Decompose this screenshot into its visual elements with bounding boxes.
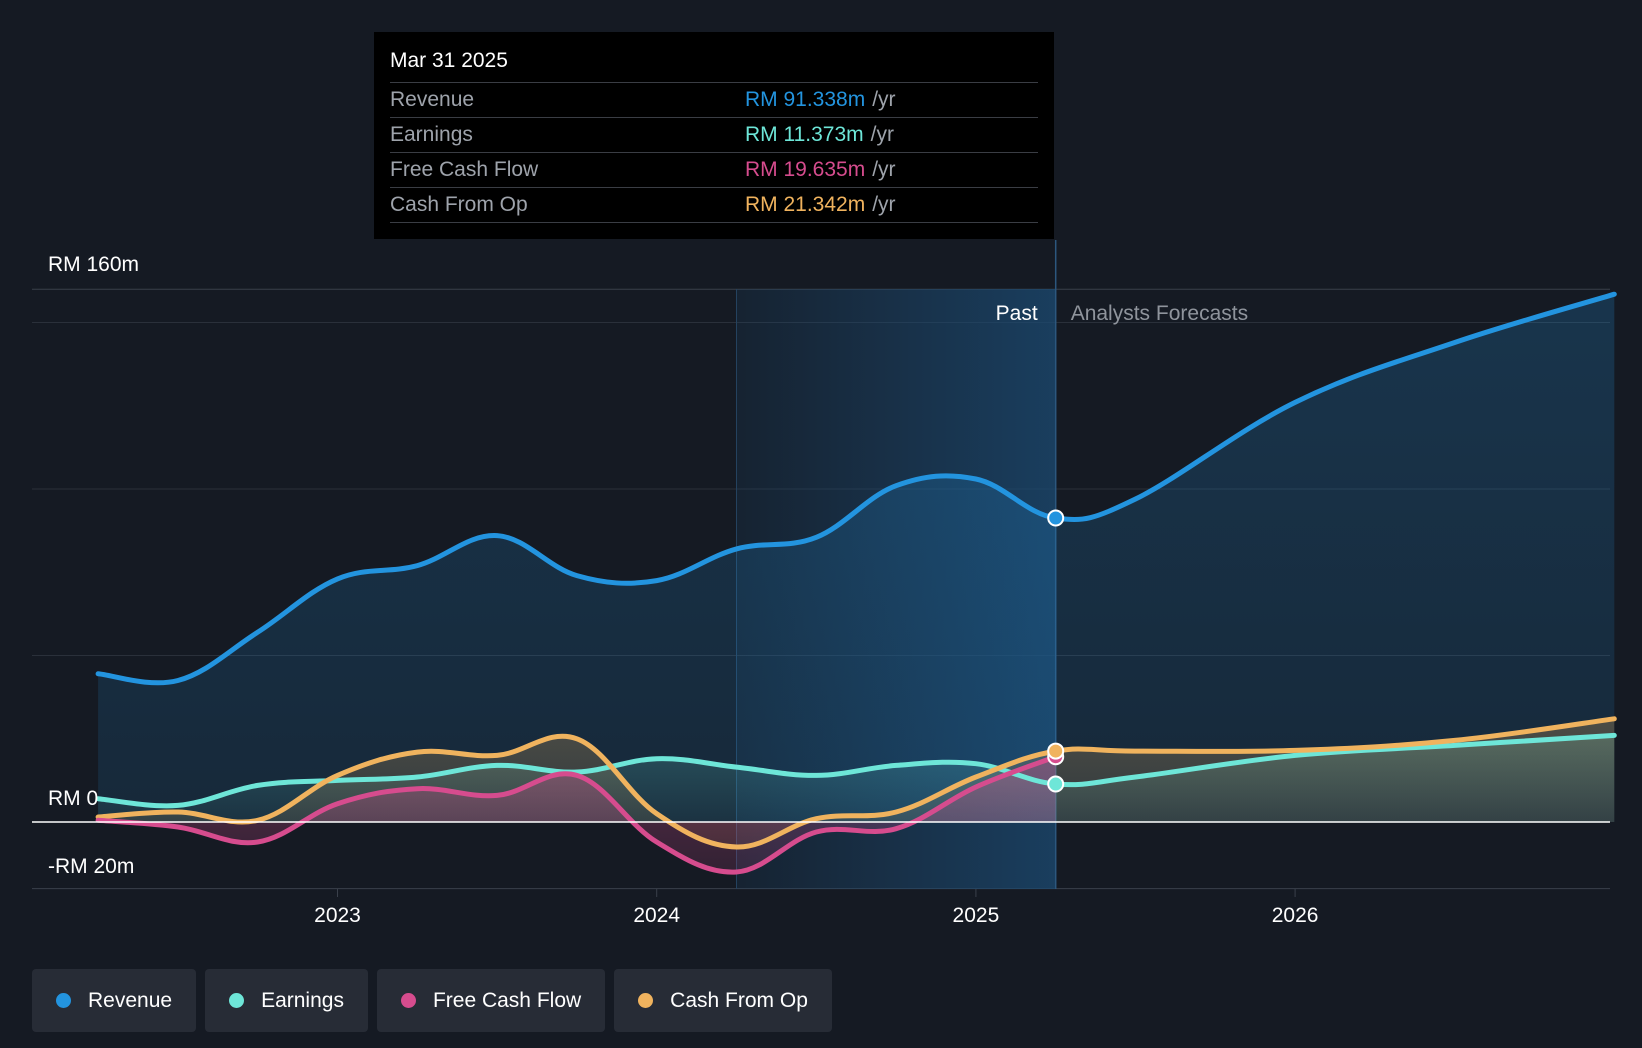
revenue-marker (1047, 509, 1065, 527)
legend-label: Cash From Op (670, 988, 808, 1012)
x-tick-label: 2025 (953, 904, 1000, 927)
tooltip-label: Free Cash Flow (390, 158, 539, 181)
legend-label: Earnings (261, 988, 344, 1012)
legend-item-free-cash-flow[interactable]: Free Cash Flow (376, 969, 606, 1032)
tooltip-row-free-cash-flow: Free Cash Flow RM 19.635m /yr (390, 153, 1038, 188)
revenue-line (95, 291, 1617, 686)
tooltip-unit: /yr (872, 88, 896, 111)
tooltip-value: RM 21.342m (745, 193, 866, 216)
legend-label: Free Cash Flow (432, 988, 582, 1012)
series-markers (1047, 509, 1065, 793)
earnings-line (95, 732, 1617, 809)
y-axis-label: RM 0 (48, 787, 98, 810)
legend: Revenue Earnings Free Cash Flow Cash Fro… (32, 969, 832, 1032)
y-axis-label: -RM 20m (48, 855, 134, 878)
y-axis-label: RM 160m (48, 253, 139, 276)
earnings-dot-icon (229, 993, 245, 1008)
free-cash-flow-line (95, 754, 1059, 875)
tooltip-value: RM 19.635m (745, 158, 866, 181)
free-cash-flow-area (98, 756, 1056, 873)
past-label: Past (996, 302, 1038, 325)
tooltip-row-revenue: Revenue RM 91.338m /yr (390, 83, 1038, 118)
tooltip-unit: /yr (870, 123, 894, 146)
legend-item-earnings[interactable]: Earnings (205, 969, 368, 1032)
tooltip-row-cash-from-op: Cash From Op RM 21.342m /yr (390, 188, 1038, 223)
tooltip-row-earnings: Earnings RM 11.373m /yr (390, 118, 1038, 153)
tooltip-label: Revenue (390, 88, 475, 111)
axis-labels: RM 160m RM 0 -RM 20m 2023 2024 2025 2026 Past An… (48, 253, 1318, 927)
tooltip: Mar 31 2025 Revenue RM 91.338m /yr Earni… (374, 32, 1054, 239)
cash-from-op-dot-icon (638, 993, 654, 1008)
revenue-dot-icon (56, 993, 71, 1008)
legend-item-revenue[interactable]: Revenue (32, 969, 197, 1032)
tooltip-date: Mar 31 2025 (390, 46, 1038, 83)
x-tick-label: 2024 (633, 904, 680, 927)
tooltip-value: RM 11.373m (745, 123, 864, 146)
tooltip-value: RM 91.338m (745, 88, 866, 111)
legend-item-cash-from-op[interactable]: Cash From Op (614, 969, 832, 1032)
x-tick-label: 2026 (1272, 904, 1319, 927)
revenue-area (98, 294, 1615, 822)
tooltip-label: Earnings (390, 123, 473, 146)
free-cash-flow-dot-icon (400, 993, 416, 1008)
series-lines (32, 291, 1617, 875)
tooltip-unit: /yr (872, 158, 896, 181)
tooltip-label: Cash From Op (390, 193, 528, 216)
forecast-label: Analysts Forecasts (1071, 302, 1248, 325)
cash-from-op-line (95, 716, 1617, 850)
x-tick-label: 2023 (314, 904, 361, 927)
legend-label: Revenue (88, 988, 173, 1012)
earnings-marker (1047, 775, 1065, 793)
tooltip-unit: /yr (872, 193, 896, 216)
cash-from-op-marker (1047, 742, 1065, 760)
series-areas (98, 294, 1615, 873)
